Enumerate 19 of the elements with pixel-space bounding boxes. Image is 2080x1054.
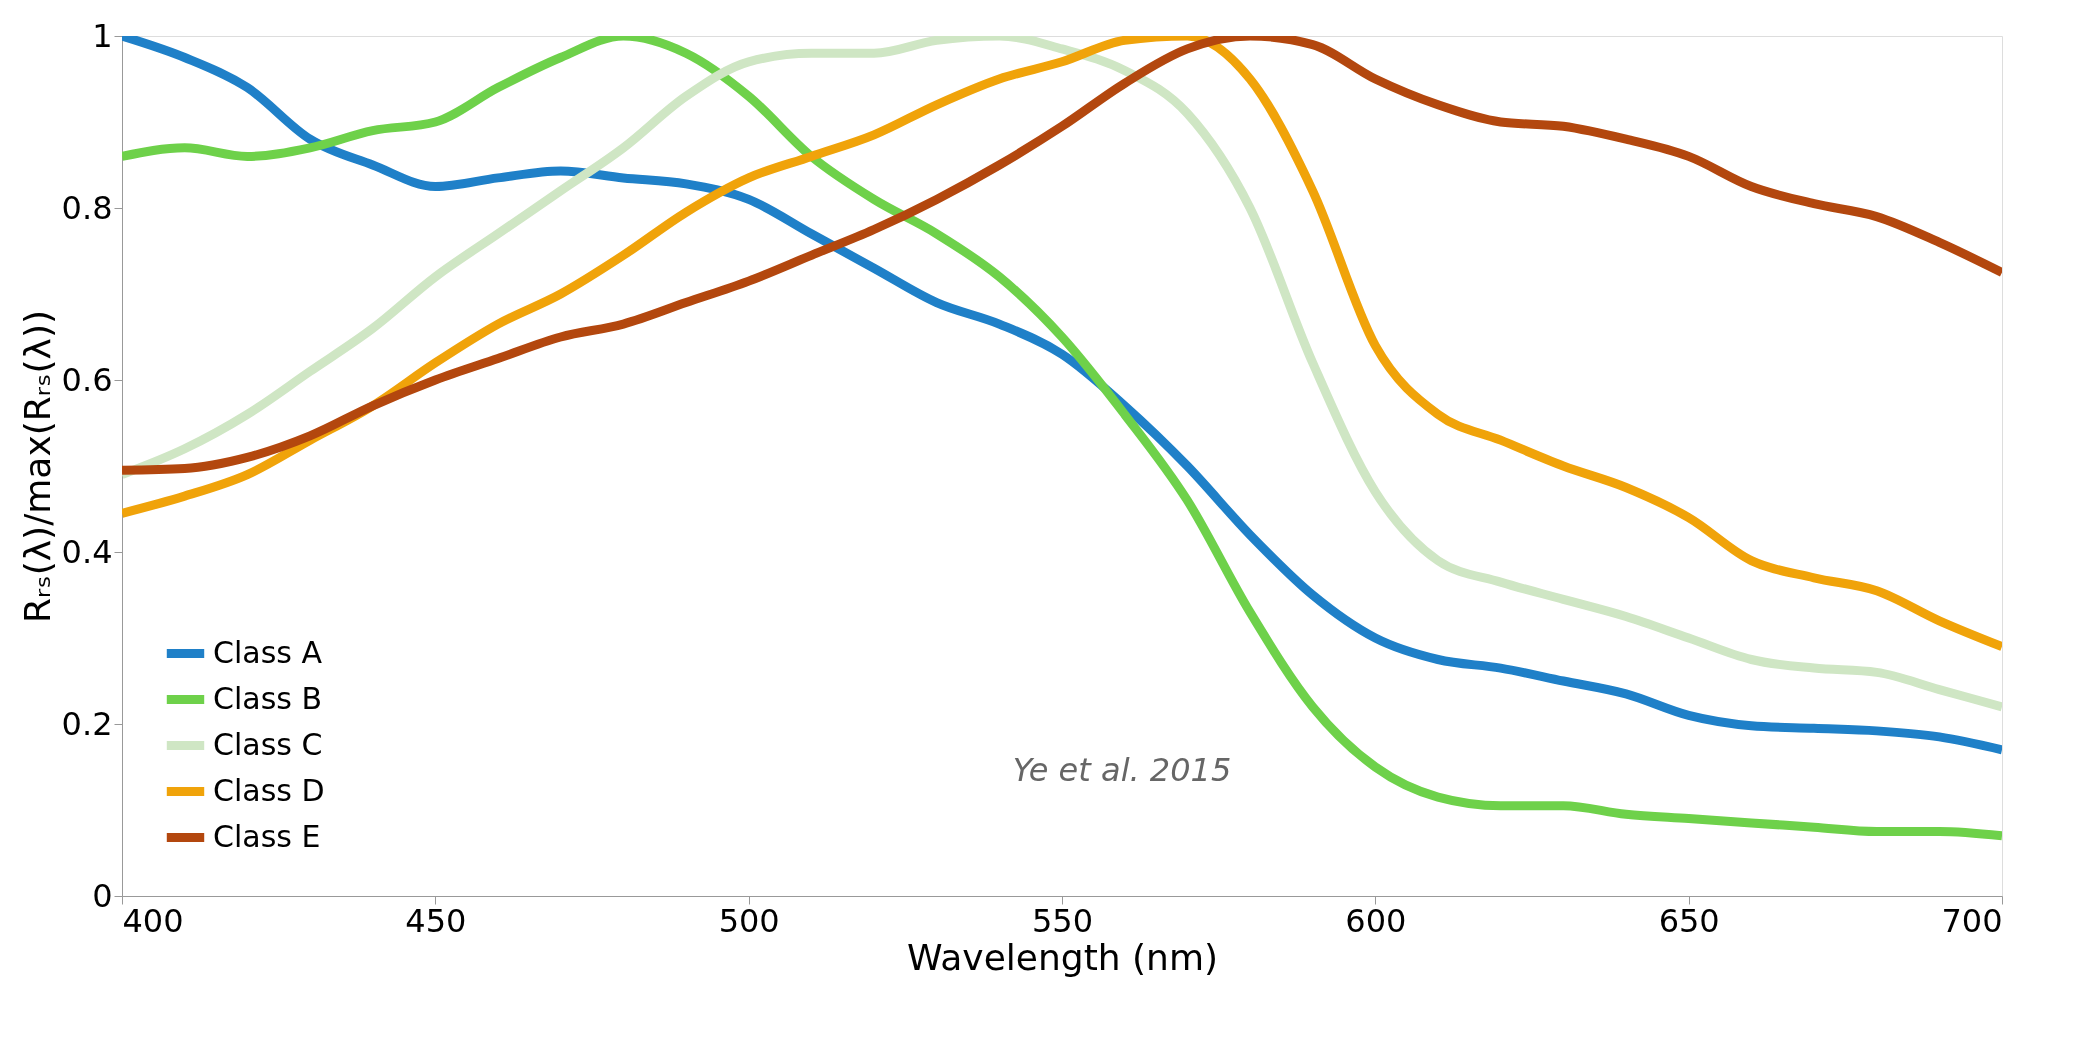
x-tick-label: 650 xyxy=(1658,901,1720,940)
y-tick-label: 0.8 xyxy=(61,188,113,227)
y-axis-title: Rᵣₛ(λ)/max(Rᵣₛ(λ)) xyxy=(16,310,58,623)
y-tick-label: 1 xyxy=(92,16,113,55)
x-tick-label: 400 xyxy=(122,901,184,940)
y-tick-label: 0.2 xyxy=(61,704,113,743)
x-tick-label: 450 xyxy=(405,901,467,940)
legend-label: Class B xyxy=(213,680,323,716)
annotation: Ye et al. 2015 xyxy=(1012,751,1232,789)
legend-label: Class D xyxy=(213,772,325,808)
y-tick-label: 0.4 xyxy=(61,532,113,571)
y-tick-label: 0 xyxy=(92,876,113,915)
legend-label: Class C xyxy=(213,726,323,762)
x-tick-label: 700 xyxy=(1941,901,2003,940)
x-tick-label: 500 xyxy=(718,901,780,940)
x-tick-label: 600 xyxy=(1345,901,1407,940)
legend-label: Class E xyxy=(213,818,321,854)
legend-label: Class A xyxy=(213,634,323,670)
y-tick-label: 0.6 xyxy=(61,360,113,399)
